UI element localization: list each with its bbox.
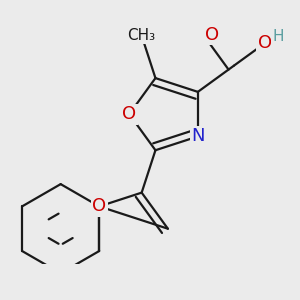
Text: CH₃: CH₃ xyxy=(128,28,156,43)
Text: N: N xyxy=(191,128,205,146)
Text: O: O xyxy=(122,105,136,123)
Text: O: O xyxy=(205,26,219,44)
Text: O: O xyxy=(92,197,106,215)
Text: H: H xyxy=(272,29,284,44)
Text: O: O xyxy=(257,34,272,52)
